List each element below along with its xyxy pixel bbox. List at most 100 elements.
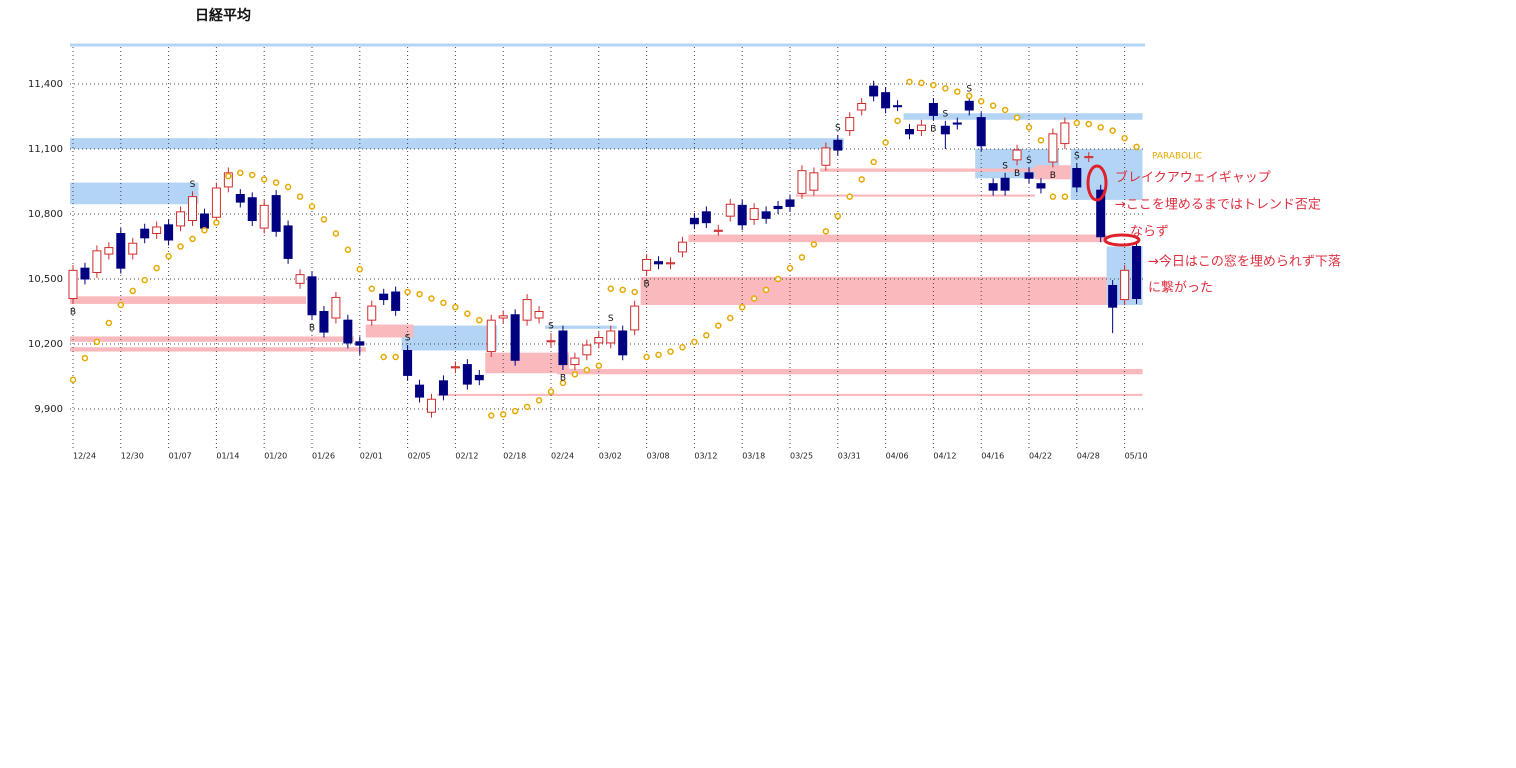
- x-tick-label: 02/24: [551, 452, 574, 461]
- sar-dot: [117, 301, 125, 309]
- candle-body: [391, 291, 401, 311]
- candle-body: [594, 337, 604, 344]
- zone: [819, 168, 1035, 172]
- sar-dot: [511, 407, 519, 415]
- x-tick-label: 03/08: [647, 452, 670, 461]
- sar-dot: [428, 295, 435, 302]
- sar-dot: [738, 303, 746, 311]
- candle-body: [1132, 246, 1142, 299]
- candle-body: [928, 103, 938, 116]
- sar-dot: [679, 344, 686, 351]
- annotation: に繋がった: [1148, 280, 1213, 296]
- candle-body: [713, 229, 723, 232]
- sar-dot: [81, 354, 89, 362]
- zone: [70, 347, 366, 352]
- sar-dot: [1049, 193, 1057, 200]
- signal-label: S: [966, 84, 972, 94]
- candle-body: [80, 267, 90, 280]
- candle-body: [654, 261, 664, 265]
- signal-label: B: [70, 307, 76, 317]
- candle-body: [283, 225, 293, 259]
- zone: [70, 182, 199, 205]
- candle-body: [319, 311, 329, 333]
- candle-body: [666, 262, 675, 265]
- sar-dot: [954, 88, 961, 95]
- x-tick-label: 02/12: [455, 452, 478, 461]
- sar-dot: [643, 353, 650, 361]
- x-tick-label: 04/28: [1077, 452, 1100, 461]
- candle-body: [116, 233, 126, 269]
- candle-body: [893, 105, 903, 108]
- candle-body: [295, 274, 305, 284]
- signal-label: B: [930, 124, 936, 134]
- sar-dot: [691, 338, 698, 346]
- signal-label: S: [942, 109, 948, 119]
- signal-label: S: [1026, 156, 1032, 166]
- x-tick-label: 12/30: [121, 452, 144, 461]
- sar-dot: [810, 241, 818, 248]
- candle-body: [1048, 133, 1058, 163]
- candle-body: [905, 129, 914, 135]
- zone: [545, 325, 617, 329]
- sar-dot: [822, 228, 830, 235]
- zone: [365, 324, 414, 338]
- sar-dot: [1133, 143, 1140, 151]
- sar-dot: [1085, 120, 1092, 128]
- sar-dot: [129, 287, 136, 295]
- sar-dot: [667, 348, 674, 355]
- candle-body: [403, 350, 413, 376]
- sar-dot: [1025, 124, 1033, 131]
- candle-body: [1108, 285, 1118, 308]
- candle-body: [558, 330, 568, 366]
- candle-body: [367, 305, 377, 321]
- zone: [795, 194, 1035, 197]
- sar-dot: [894, 117, 901, 125]
- sar-dot: [452, 303, 459, 311]
- sar-dot: [308, 203, 316, 210]
- signal-label: S: [608, 314, 614, 324]
- candle-body: [152, 226, 162, 234]
- y-tick-label: 10,200: [28, 339, 63, 350]
- sar-dot: [655, 351, 662, 359]
- sar-dot: [189, 235, 196, 243]
- candle-body: [1012, 149, 1022, 161]
- sar-dot: [392, 353, 399, 361]
- zone: [903, 113, 1143, 120]
- x-tick-label: 01/07: [169, 452, 192, 461]
- x-tick-label: 03/02: [599, 452, 622, 461]
- candle-body: [343, 319, 353, 344]
- sar-dot: [906, 78, 913, 86]
- candle-body: [128, 242, 138, 255]
- candle-body: [618, 330, 628, 356]
- x-tick-label: 01/14: [216, 452, 239, 461]
- sar-dot: [631, 288, 638, 296]
- signal-label: S: [835, 123, 841, 133]
- candle-body: [379, 293, 389, 301]
- sar-dot: [344, 246, 352, 253]
- zone: [556, 368, 1143, 375]
- sar-dot: [1037, 137, 1045, 144]
- candle-body: [749, 208, 759, 220]
- candle-body: [450, 366, 460, 369]
- candle-body: [211, 187, 221, 218]
- candle-body: [869, 85, 879, 97]
- candle-body: [857, 103, 867, 111]
- x-tick-label: 02/18: [503, 452, 526, 461]
- y-tick-label: 10,800: [28, 209, 63, 220]
- candle-body: [427, 398, 436, 413]
- sar-dot: [249, 171, 256, 179]
- sar-dot: [846, 193, 853, 200]
- candle-body: [940, 125, 950, 135]
- zone: [70, 296, 307, 304]
- sar-dot: [464, 310, 471, 317]
- sar-dot: [141, 276, 148, 284]
- sar-dot: [918, 79, 925, 87]
- zone: [437, 393, 1143, 396]
- sar-dot: [727, 314, 734, 322]
- grid: 9,900 10,200 10,500 10,800 11,100 11,400 12/24…: [28, 47, 1148, 461]
- x-tick-label: 01/20: [264, 452, 287, 461]
- candle-body: [271, 195, 281, 232]
- sar-dot: [237, 169, 244, 177]
- sar-dot: [966, 92, 973, 100]
